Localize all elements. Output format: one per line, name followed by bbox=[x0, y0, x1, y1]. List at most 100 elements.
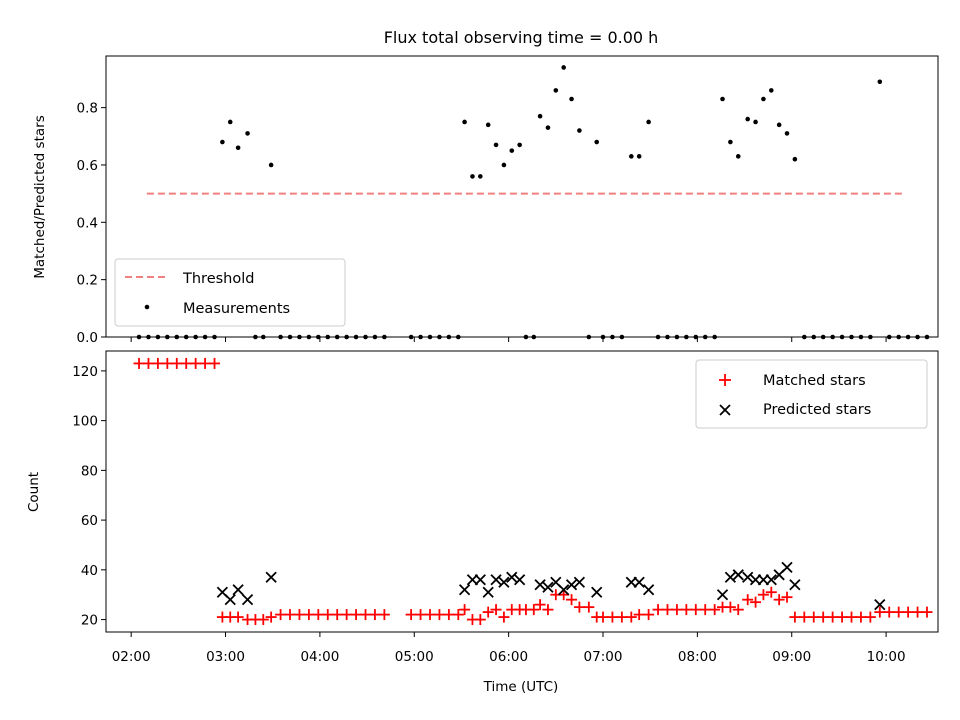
measurement-point bbox=[553, 88, 559, 93]
matched-star-point bbox=[528, 604, 540, 616]
matched-star-point bbox=[709, 604, 721, 616]
matched-star-point bbox=[232, 611, 244, 623]
measurement-point bbox=[735, 154, 741, 159]
matched-star-point bbox=[732, 604, 744, 616]
matched-star-point bbox=[699, 604, 711, 616]
chart-title: Flux total observing time = 0.00 h bbox=[384, 28, 659, 47]
y-tick-label: 100 bbox=[72, 414, 98, 430]
x-tick-label: 02:00 bbox=[112, 649, 151, 665]
measurement-point bbox=[220, 139, 225, 145]
matched-star-point bbox=[558, 589, 570, 601]
measurement-point bbox=[636, 154, 642, 159]
top-y-axis-label: Matched/Predicted stars bbox=[32, 115, 48, 278]
matched-star-point bbox=[482, 606, 494, 618]
matched-star-point bbox=[633, 609, 645, 621]
measurement-point bbox=[470, 174, 475, 179]
matched-star-point bbox=[415, 609, 427, 621]
predicted-star-point bbox=[506, 571, 518, 583]
matched-star-point bbox=[360, 609, 372, 621]
matched-star-point bbox=[433, 609, 445, 621]
predicted-star-point bbox=[482, 586, 494, 598]
x-tick-label: 07:00 bbox=[584, 649, 623, 665]
matched-star-point bbox=[152, 357, 164, 369]
bottom-y-axis-label: Count bbox=[26, 472, 42, 512]
measurement-point bbox=[753, 119, 758, 125]
matched-star-point bbox=[773, 594, 785, 606]
measurement-point bbox=[745, 116, 750, 122]
measurement-point bbox=[268, 162, 274, 168]
matched-star-point bbox=[921, 606, 933, 618]
matched-star-point bbox=[597, 611, 609, 623]
x-tick-label: 08:00 bbox=[678, 649, 717, 665]
matched-star-point bbox=[142, 357, 154, 369]
bottom-x-axis-label: Time (UTC) bbox=[483, 679, 559, 695]
matched-star-point bbox=[606, 611, 618, 623]
matched-star-point bbox=[322, 609, 334, 621]
matched-star-point bbox=[827, 611, 839, 623]
bottom-y-ticks: 20 40 60 80 100 120 bbox=[72, 364, 106, 629]
top-plot-frame bbox=[105, 55, 939, 338]
predicted-star-point bbox=[642, 584, 655, 596]
matched-star-point bbox=[490, 604, 502, 616]
measurement-point bbox=[227, 119, 233, 125]
matched-star-point bbox=[789, 611, 801, 623]
matched-star-point bbox=[369, 609, 381, 621]
predicted-star-point bbox=[265, 571, 277, 583]
y-tick-label: 20 bbox=[81, 613, 98, 629]
predicted-star-point bbox=[458, 584, 471, 596]
matched-star-point bbox=[902, 606, 914, 618]
matched-star-point bbox=[209, 357, 221, 369]
matched-star-point bbox=[661, 604, 673, 616]
measurement-point bbox=[728, 139, 733, 145]
matched-star-point bbox=[161, 357, 173, 369]
measurement-point bbox=[509, 148, 515, 153]
matched-star-point bbox=[836, 611, 848, 623]
predicted-star-point bbox=[765, 574, 777, 586]
matched-star-point bbox=[171, 357, 183, 369]
matched-star-point bbox=[405, 609, 417, 621]
legend-predicted-label: Predicted stars bbox=[763, 402, 871, 418]
matched-star-point bbox=[459, 604, 471, 616]
predicted-star-point bbox=[534, 579, 546, 591]
matched-star-point bbox=[765, 586, 777, 598]
matched-star-point bbox=[424, 609, 436, 621]
matched-star-point bbox=[180, 357, 192, 369]
predicted-star-point bbox=[542, 581, 554, 593]
measurement-point bbox=[720, 96, 725, 102]
measurement-point bbox=[776, 122, 782, 128]
y-tick-label: 0.0 bbox=[77, 330, 98, 346]
matched-star-point bbox=[912, 606, 924, 618]
bottom-panel: 20 40 60 80 100 120 02:00 03:00 04:00 05:00 06:00… bbox=[26, 350, 939, 695]
matched-star-point bbox=[284, 609, 296, 621]
measurement-point bbox=[784, 131, 790, 136]
matched-star-point bbox=[757, 589, 769, 601]
predicted-star-point bbox=[716, 589, 729, 601]
y-tick-label: 60 bbox=[81, 513, 98, 529]
bottom-panel-marks bbox=[133, 357, 933, 626]
predicted-star-point bbox=[591, 586, 603, 598]
measurement-point bbox=[768, 88, 774, 93]
measurement-point bbox=[561, 65, 566, 70]
x-tick-label: 10:00 bbox=[867, 649, 906, 665]
matched-star-point bbox=[742, 594, 754, 606]
predicted-star-point bbox=[781, 561, 793, 573]
measurement-point bbox=[235, 145, 241, 151]
predicted-star-point bbox=[498, 576, 510, 588]
matched-star-point bbox=[498, 611, 510, 623]
measurement-point bbox=[629, 154, 634, 159]
legend-matched-swatch bbox=[719, 374, 731, 386]
top-legend-box bbox=[114, 258, 346, 327]
predicted-star-point bbox=[232, 584, 244, 596]
x-tick-label: 04:00 bbox=[300, 649, 339, 665]
predicted-star-point bbox=[565, 579, 578, 591]
matched-star-point bbox=[583, 601, 595, 613]
measurement-point bbox=[501, 162, 507, 168]
top-x-ticks bbox=[130, 337, 887, 342]
predicted-star-point bbox=[490, 574, 502, 586]
matched-star-point bbox=[534, 599, 546, 611]
matched-star-point bbox=[378, 609, 390, 621]
predicted-star-point bbox=[789, 579, 801, 591]
measurement-point bbox=[462, 119, 467, 125]
y-tick-label: 0.6 bbox=[77, 158, 98, 174]
matched-star-point bbox=[643, 609, 655, 621]
